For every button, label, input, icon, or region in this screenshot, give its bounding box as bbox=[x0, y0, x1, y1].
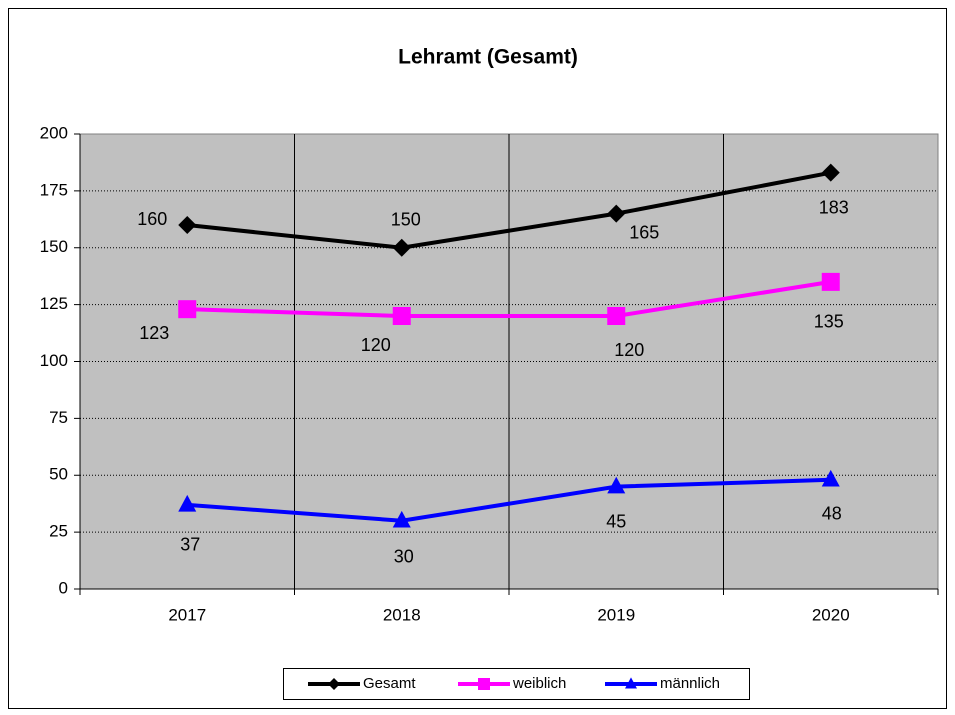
marker bbox=[478, 678, 490, 690]
data-label: 120 bbox=[361, 335, 391, 355]
y-tick-label: 75 bbox=[49, 408, 68, 427]
data-label: 120 bbox=[614, 340, 644, 360]
marker bbox=[178, 494, 197, 512]
data-label: 30 bbox=[394, 547, 414, 567]
y-tick-label: 25 bbox=[49, 522, 68, 541]
legend-box bbox=[283, 668, 750, 700]
marker bbox=[607, 476, 626, 494]
marker bbox=[821, 163, 840, 182]
legend-label: männlich bbox=[660, 675, 720, 692]
marker bbox=[178, 216, 197, 234]
marker bbox=[607, 307, 626, 325]
marker bbox=[821, 469, 840, 487]
data-label: 37 bbox=[180, 535, 200, 555]
y-tick-label: 0 bbox=[59, 578, 68, 597]
y-tick-label: 50 bbox=[49, 465, 68, 484]
data-label: 48 bbox=[822, 504, 842, 524]
data-label: 45 bbox=[606, 511, 626, 531]
data-label: 123 bbox=[139, 323, 169, 343]
y-tick-label: 125 bbox=[40, 294, 68, 313]
marker bbox=[392, 307, 411, 325]
marker bbox=[392, 510, 411, 528]
data-label: 183 bbox=[819, 197, 849, 217]
marker bbox=[607, 204, 626, 223]
chart-title: Lehramt (Gesamt) bbox=[398, 46, 578, 69]
marker bbox=[178, 300, 197, 319]
data-label: 135 bbox=[814, 312, 844, 332]
x-tick-label: 2019 bbox=[597, 605, 635, 624]
legend-label: Gesamt bbox=[363, 675, 416, 692]
y-tick-label: 150 bbox=[40, 237, 68, 256]
x-tick-label: 2020 bbox=[812, 605, 850, 624]
marker bbox=[328, 678, 340, 690]
data-label: 150 bbox=[391, 210, 421, 230]
marker bbox=[392, 238, 411, 257]
marker bbox=[821, 272, 840, 291]
data-label: 160 bbox=[137, 209, 167, 229]
data-label: 165 bbox=[629, 222, 659, 242]
marker bbox=[625, 677, 637, 689]
x-tick-label: 2017 bbox=[168, 605, 206, 624]
series-line bbox=[187, 279, 832, 318]
y-tick-label: 175 bbox=[40, 180, 68, 199]
y-tick-label: 100 bbox=[40, 351, 68, 370]
series-line bbox=[187, 477, 831, 523]
series-line bbox=[187, 170, 832, 250]
y-tick-label: 200 bbox=[40, 123, 68, 142]
legend-label: weiblich bbox=[512, 675, 566, 692]
x-tick-label: 2018 bbox=[383, 605, 421, 624]
